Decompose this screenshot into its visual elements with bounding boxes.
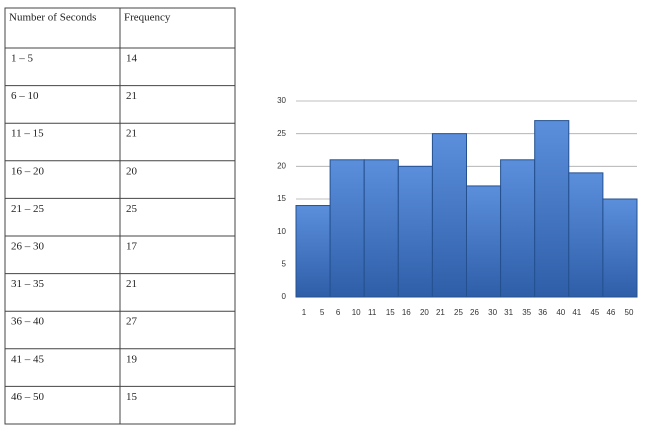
y-tick-label: 30 [277,96,286,105]
bar [500,159,536,298]
bar [295,205,331,298]
table-cell: 15 [126,391,138,403]
x-tick-label: 15 [386,308,395,317]
y-tick-label: 10 [277,227,286,236]
x-tick-label: 45 [590,308,599,317]
bar [363,159,399,298]
bar [431,133,467,298]
table-cell: 21 [126,90,137,102]
x-tick-label: 21 [436,308,445,317]
x-tick-label: 50 [625,308,634,317]
table-cell: 27 [126,316,138,328]
table-cell: 21 – 25 [11,203,45,215]
y-tick-label: 5 [282,259,287,268]
table-cell: 1 – 5 [11,53,34,65]
x-tick-label: 6 [336,308,341,317]
table-cell: 26 – 30 [11,241,45,253]
x-tick-label: 41 [572,308,581,317]
table-cell: 25 [126,203,138,215]
x-tick-label: 35 [522,308,531,317]
x-tick-label: 5 [320,308,325,317]
y-tick-label: 20 [277,161,286,170]
table-header: Frequency [124,12,171,24]
table-cell: 21 [126,278,137,290]
table-cell: 31 – 35 [11,278,45,290]
table-cell: 6 – 10 [11,90,39,102]
x-tick-label: 16 [402,308,411,317]
table-cell: 21 [126,128,137,140]
bar [568,172,604,298]
bar [466,185,502,298]
x-tick-label: 25 [454,308,463,317]
table-header: Number of Seconds [9,12,96,24]
y-tick-label: 15 [277,194,286,203]
bar [397,165,433,298]
x-tick-label: 11 [368,308,377,317]
x-tick-label: 26 [470,308,479,317]
table-cell: 19 [126,353,138,365]
table-cell: 17 [126,241,138,253]
x-tick-label: 31 [504,308,513,317]
y-tick-label: 25 [277,129,286,138]
x-tick-label: 40 [556,308,565,317]
x-tick-label: 1 [302,308,307,317]
table-cell: 11 – 15 [11,128,44,140]
table-cell: 36 – 40 [11,316,45,328]
x-tick-label: 10 [352,308,361,317]
x-tick-label: 36 [538,308,547,317]
x-tick-label: 30 [488,308,497,317]
table-cell: 20 [126,165,138,177]
bar [534,120,570,298]
table-cell: 16 – 20 [11,165,45,177]
table-cell: 46 – 50 [11,391,45,403]
table-cell: 14 [126,53,138,65]
x-tick-label: 20 [420,308,429,317]
x-tick-label: 46 [606,308,615,317]
y-tick-label: 0 [282,292,287,301]
bar [329,159,365,298]
table-cell: 41 – 45 [11,353,45,365]
bar [602,198,638,298]
